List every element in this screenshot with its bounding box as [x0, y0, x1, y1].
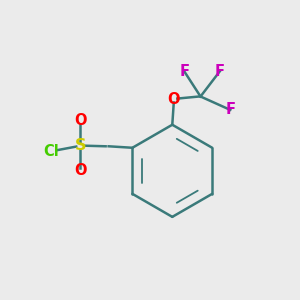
Text: S: S [75, 138, 86, 153]
Text: F: F [215, 64, 225, 79]
Text: O: O [74, 164, 87, 178]
Text: F: F [225, 102, 235, 117]
Text: O: O [74, 113, 87, 128]
Text: O: O [167, 92, 180, 107]
Text: F: F [179, 64, 189, 79]
Text: Cl: Cl [43, 143, 58, 158]
